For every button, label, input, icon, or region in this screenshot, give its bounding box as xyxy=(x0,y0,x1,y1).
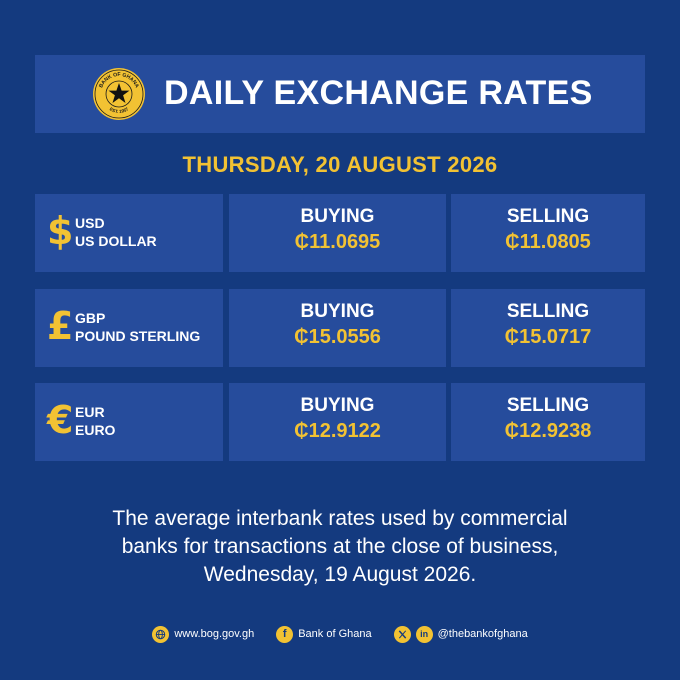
euro-icon: € xyxy=(47,398,74,442)
selling-label: SELLING xyxy=(506,301,590,322)
selling-rate: ₵12.9238 xyxy=(504,420,592,442)
currency-name: US DOLLAR xyxy=(75,233,157,249)
currency-name: EURO xyxy=(75,422,116,438)
currency-name: POUND STERLING xyxy=(75,328,201,344)
selling-label: SELLING xyxy=(506,395,590,416)
linkedin-icon: in xyxy=(415,625,433,643)
dollar-icon: $ xyxy=(47,209,74,253)
interbank-note: The average interbank rates used by comm… xyxy=(60,505,620,589)
currency-cell-eur: € EUR EURO xyxy=(35,383,223,461)
currency-code: USD xyxy=(75,215,105,231)
website-link[interactable]: www.bog.gov.gh xyxy=(152,625,255,643)
selling-cell-usd: SELLING ₵11.0805 xyxy=(451,194,645,272)
selling-cell-eur: SELLING ₵12.9238 xyxy=(451,383,645,461)
facebook-icon: f xyxy=(276,625,294,643)
social-handle-text: @thebankofghana xyxy=(437,628,528,640)
pound-icon: £ xyxy=(47,304,74,348)
buying-rate: ₵15.0556 xyxy=(294,326,381,348)
svg-text:EST. 1957: EST. 1957 xyxy=(109,106,130,114)
x-icon xyxy=(393,625,411,643)
buying-cell-gbp: BUYING ₵15.0556 xyxy=(229,289,446,367)
buying-label: BUYING xyxy=(300,395,375,416)
page-title: DAILY EXCHANGE RATES xyxy=(164,74,593,112)
globe-icon xyxy=(152,625,170,643)
selling-cell-gbp: SELLING ₵15.0717 xyxy=(451,289,645,367)
facebook-link[interactable]: f Bank of Ghana xyxy=(276,625,372,643)
buying-rate: ₵12.9122 xyxy=(294,420,381,442)
buying-label: BUYING xyxy=(300,301,375,322)
selling-label: SELLING xyxy=(506,206,590,227)
note-line: banks for transactions at the close of b… xyxy=(121,535,559,558)
website-text: www.bog.gov.gh xyxy=(174,628,255,640)
currency-cell-gbp: £ GBP POUND STERLING xyxy=(35,289,223,367)
note-line: The average interbank rates used by comm… xyxy=(112,507,568,530)
buying-rate: ₵11.0695 xyxy=(294,231,381,253)
rates-date: THURSDAY, 20 AUGUST 2026 xyxy=(182,152,498,177)
social-links[interactable]: in @thebankofghana xyxy=(393,625,528,643)
buying-cell-usd: BUYING ₵11.0695 xyxy=(229,194,446,272)
footer: www.bog.gov.gh f Bank of Ghana in @theba… xyxy=(0,623,680,645)
note-line: Wednesday, 19 August 2026. xyxy=(203,563,477,586)
currency-code: GBP xyxy=(75,310,106,326)
currency-cell-usd: $ USD US DOLLAR xyxy=(35,194,223,272)
currency-code: EUR xyxy=(75,404,105,420)
buying-cell-eur: BUYING ₵12.9122 xyxy=(229,383,446,461)
buying-label: BUYING xyxy=(300,206,375,227)
bank-of-ghana-logo: BANK OF GHANA EST. 1957 xyxy=(93,68,145,120)
selling-rate: ₵11.0805 xyxy=(505,231,591,253)
selling-rate: ₵15.0717 xyxy=(504,326,592,348)
facebook-text: Bank of Ghana xyxy=(298,628,372,640)
